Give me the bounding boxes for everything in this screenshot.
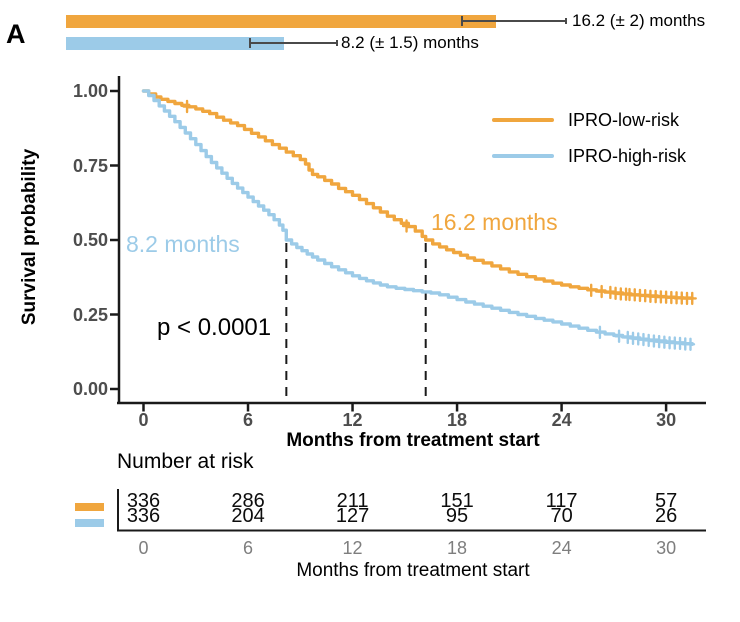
risk-row-swatch-high-risk xyxy=(75,519,104,527)
x-axis-title: Months from treatment start xyxy=(286,430,540,451)
risk-count: 117 xyxy=(545,490,578,512)
y-tick-label: 0.75 xyxy=(72,155,108,176)
legend-label-high-risk: IPRO-high-risk xyxy=(568,145,687,166)
survival-curve-IPRO-low-risk xyxy=(141,89,694,301)
risk-x-tick-label: 18 xyxy=(447,538,468,558)
x-tick-label: 18 xyxy=(447,410,468,430)
risk-count: 211 xyxy=(336,490,369,512)
x-tick-label: 0 xyxy=(138,410,149,430)
risk-count: 151 xyxy=(440,490,474,512)
y-tick-label: 0.00 xyxy=(72,379,108,399)
risk-x-tick-label: 0 xyxy=(138,538,149,558)
risk-count: 95 xyxy=(445,505,469,527)
annotation-median-low-risk: 16.2 months xyxy=(431,209,558,235)
survival-curve-IPRO-high-risk xyxy=(141,89,694,346)
risk-x-tick-label: 6 xyxy=(243,538,254,558)
risk-count: 57 xyxy=(654,490,678,512)
median-bar-high-risk xyxy=(66,37,284,50)
legend-label-low-risk: IPRO-low-risk xyxy=(568,109,679,130)
y-tick-label: 1.00 xyxy=(72,81,108,101)
median-bar-high-label: 8.2 (± 1.5) months xyxy=(341,33,479,52)
x-tick-label: 12 xyxy=(342,410,363,430)
legend-entry-high-risk: IPRO-high-risk xyxy=(492,146,686,166)
median-bar-whisker xyxy=(460,20,565,22)
risk-x-tick-label: 12 xyxy=(342,538,363,558)
x-tick-label: 30 xyxy=(656,410,677,430)
risk-count: 26 xyxy=(654,505,678,527)
risk-x-tick-label: 30 xyxy=(656,538,677,558)
annotation-median-high-risk: 8.2 months xyxy=(126,231,240,257)
legend-line-low-risk-icon xyxy=(492,118,554,122)
y-axis-title: Survival probability xyxy=(19,148,40,326)
x-tick-label: 24 xyxy=(551,410,572,430)
risk-count: 286 xyxy=(231,490,265,512)
median-bar-whisker-cap xyxy=(248,38,251,48)
risk-count: 336 xyxy=(126,505,161,527)
risk-row-swatch-low-risk xyxy=(75,503,104,511)
median-bar-whisker-cap xyxy=(460,16,463,26)
median-bar-whisker-cap xyxy=(336,40,338,46)
annotation-p-value: p < 0.0001 xyxy=(157,314,272,341)
median-bar-whisker-cap xyxy=(565,18,567,24)
risk-count: 204 xyxy=(231,505,265,527)
risk-table-title: Number at risk xyxy=(117,450,254,473)
risk-count: 336 xyxy=(126,490,161,512)
panel-label: A xyxy=(6,19,26,49)
median-bar-low-label: 16.2 (± 2) months xyxy=(572,11,706,30)
risk-count: 70 xyxy=(550,505,573,527)
x-tick-label: 6 xyxy=(243,410,254,430)
risk-x-tick-label: 24 xyxy=(551,538,572,558)
risk-axis-title: Months from treatment start xyxy=(296,560,530,581)
median-bar-whisker xyxy=(248,42,336,44)
risk-count: 127 xyxy=(335,505,370,527)
y-tick-label: 0.25 xyxy=(72,304,108,325)
y-tick-label: 0.50 xyxy=(72,230,108,250)
legend-entry-low-risk: IPRO-low-risk xyxy=(492,110,679,130)
median-bar-low-risk xyxy=(66,15,496,28)
legend-line-high-risk-icon xyxy=(492,154,554,158)
